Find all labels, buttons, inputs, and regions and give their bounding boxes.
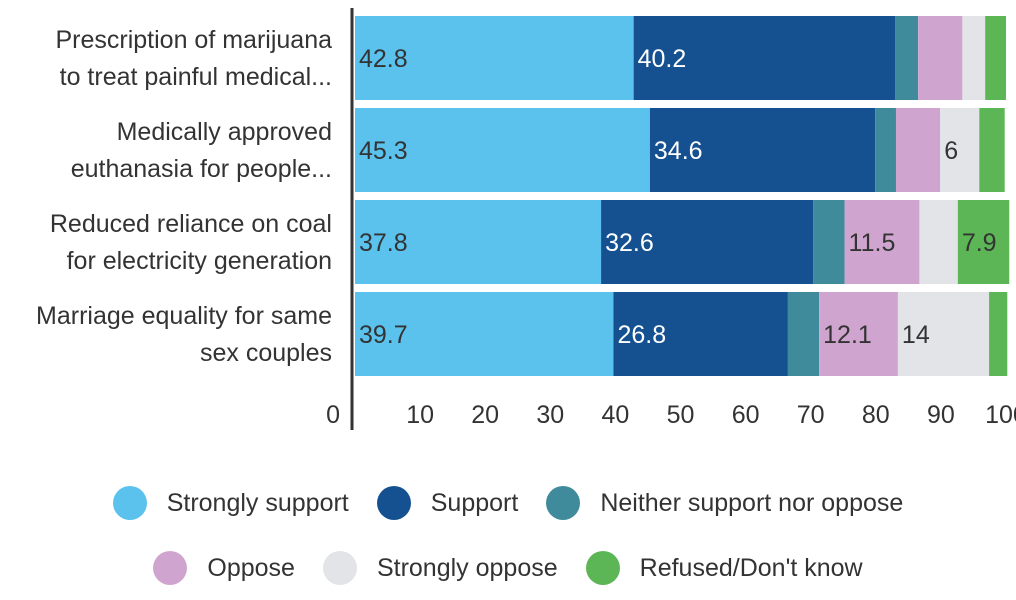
data-label-1-1: 42.8 (359, 45, 408, 73)
legend-label: Oppose (207, 553, 295, 582)
legend-swatch (376, 486, 411, 520)
x-tick-label-80: 80 (862, 401, 890, 429)
data-label-3-4: 11.5 (849, 229, 896, 257)
legend-swatch (546, 486, 581, 520)
category-label-4: Marriage equality for same sex couples (0, 298, 332, 372)
x-tick-label-100: 100 (985, 401, 1016, 429)
category-label-line: Medically approved (116, 118, 332, 146)
bar-segment-2-3 (875, 108, 896, 192)
x-tick-label-50: 50 (667, 401, 695, 429)
legend-item-2: Support (376, 486, 519, 520)
legend-item-6: Refused/Don't know (585, 551, 863, 585)
legend-item-4: Oppose (153, 551, 295, 585)
legend-swatch (585, 551, 620, 585)
bar-segment-2-5 (940, 108, 980, 192)
data-label-4-1: 39.7 (359, 321, 408, 349)
bar-segment-3-2 (601, 200, 814, 284)
category-label-line: Reduced reliance on coal (49, 210, 332, 238)
bar-segment-3-6 (957, 200, 1010, 284)
data-label-1-2: 40.2 (638, 45, 687, 73)
bar-segment-1-4 (918, 16, 963, 100)
bar-segment-4-4 (819, 292, 898, 376)
legend-row-2: Oppose Strongly oppose Refused/Don't know (0, 551, 1016, 585)
legend-swatch (112, 486, 147, 520)
legend-label: Neither support nor oppose (600, 488, 904, 517)
category-label-line: Prescription of marijuana (55, 26, 332, 54)
category-label-3: Reduced reliance on coal for electricity … (0, 206, 332, 280)
x-tick-label-40: 40 (601, 401, 629, 429)
category-label-line: sex couples (199, 339, 332, 367)
category-label-line: euthanasia for people... (70, 155, 332, 183)
data-label-2-2: 34.6 (654, 137, 703, 165)
bar-segment-2-1 (355, 108, 650, 192)
bar-segment-3-5 (919, 200, 958, 284)
x-tick-label-90: 90 (927, 401, 955, 429)
legend-item-5: Strongly oppose (322, 551, 558, 585)
bar-segment-3-3 (813, 200, 845, 284)
data-label-3-6: 7.9 (962, 229, 997, 257)
x-tick-label-30: 30 (536, 401, 564, 429)
x-tick-label-70: 70 (797, 401, 825, 429)
bar-segment-3-1 (355, 200, 602, 284)
bar-segment-4-5 (897, 292, 990, 376)
x-tick-label-0: 0 (326, 401, 340, 429)
bar-segment-2-6 (979, 108, 1005, 192)
legend-label: Support (430, 488, 519, 517)
bar-segment-3-4 (844, 200, 920, 284)
data-label-2-1: 45.3 (359, 137, 408, 165)
legend-item-1: Strongly support (112, 486, 349, 520)
x-tick-label-20: 20 (471, 401, 499, 429)
bar-segment-1-1 (355, 16, 634, 100)
legend-swatch (153, 551, 188, 585)
data-label-3-1: 37.8 (359, 229, 408, 257)
bar-segment-1-3 (895, 16, 919, 100)
category-label-line: Marriage equality for same (36, 302, 332, 330)
category-label-1: Prescription of marijuana to treat painfu… (0, 22, 332, 96)
data-label-3-2: 32.6 (605, 229, 654, 257)
x-tick-label-10: 10 (406, 401, 434, 429)
bar-segment-1-5 (962, 16, 986, 100)
data-label-4-4: 12.1 (823, 321, 872, 349)
bar-segment-1-6 (985, 16, 1006, 100)
bar-segment-4-3 (787, 292, 820, 376)
bar-segment-4-2 (613, 292, 788, 376)
legend-row-1: Strongly support Support Neither support n… (0, 486, 1016, 520)
legend-item-3: Neither support nor oppose (546, 486, 903, 520)
legend-label: Strongly oppose (376, 553, 558, 582)
x-tick-label-60: 60 (732, 401, 760, 429)
legend-label: Refused/Don't know (639, 553, 863, 582)
category-label-line: for electricity generation (66, 247, 332, 275)
bar-segment-2-2 (649, 108, 876, 192)
data-label-2-5: 6 (944, 137, 958, 165)
legend-swatch (322, 551, 357, 585)
category-label-line: to treat painful medical... (59, 63, 332, 91)
category-label-2: Medically approved euthanasia for people.… (0, 114, 332, 188)
bar-segment-2-4 (895, 108, 941, 192)
data-label-4-5: 14 (902, 321, 930, 349)
data-label-4-2: 26.8 (617, 321, 666, 349)
legend-label: Strongly support (166, 488, 349, 517)
bar-segment-4-1 (355, 292, 614, 376)
bar-segment-4-6 (989, 292, 1008, 376)
bar-segment-1-2 (633, 16, 896, 100)
